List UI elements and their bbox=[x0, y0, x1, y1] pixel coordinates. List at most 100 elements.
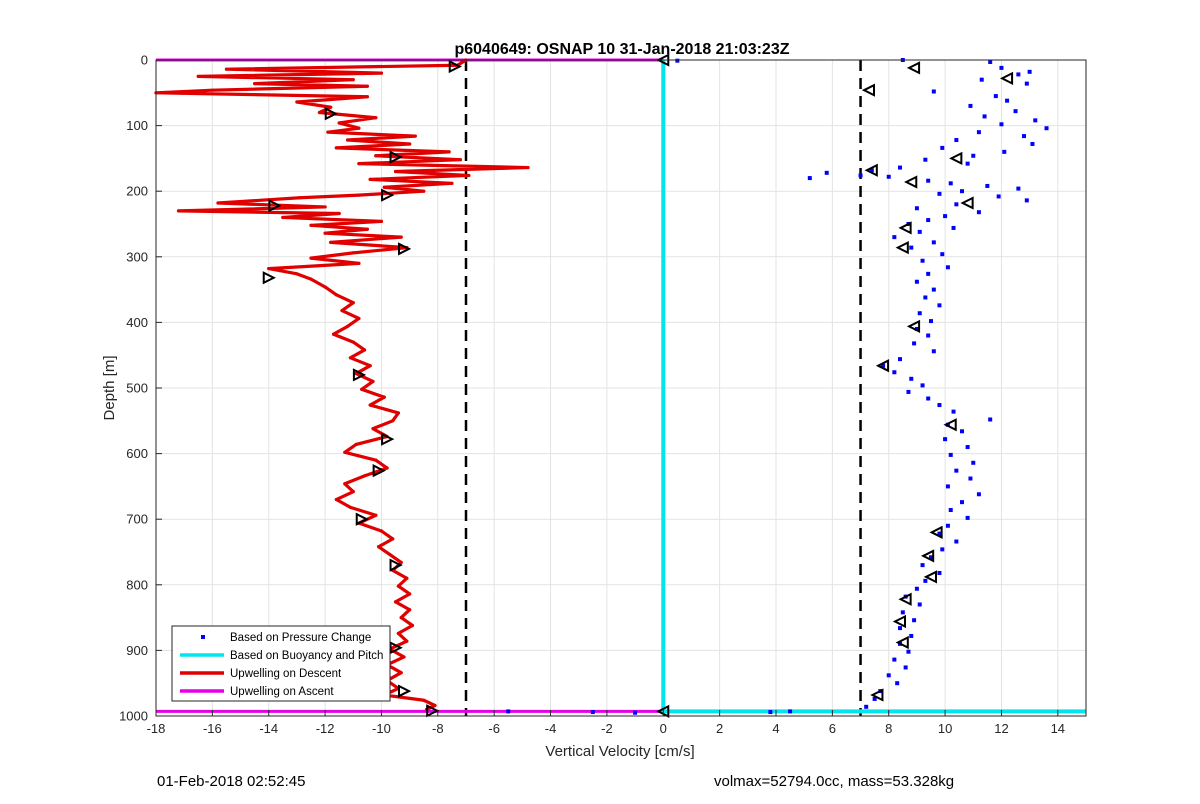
descent-point bbox=[253, 82, 257, 86]
pressure-point bbox=[903, 665, 908, 670]
descent-point bbox=[371, 379, 375, 384]
legend: Based on Pressure Change Based on Buoyanc… bbox=[171, 625, 391, 702]
chart-title: p6040649: OSNAP 10 31-Jan-2018 21:03:23Z bbox=[454, 41, 789, 58]
ascent-marker bbox=[892, 614, 906, 629]
descent-point bbox=[410, 623, 415, 628]
pressure-point bbox=[982, 114, 987, 119]
pressure-point bbox=[1033, 118, 1038, 123]
descent-point bbox=[405, 576, 409, 580]
pressure-point bbox=[976, 492, 981, 497]
x-tick-label: 10 bbox=[938, 721, 952, 736]
descent-point bbox=[334, 293, 338, 297]
pressure-point bbox=[1024, 198, 1029, 203]
pressure-point bbox=[960, 189, 964, 194]
pressure-point bbox=[633, 710, 638, 715]
pressure-point bbox=[948, 452, 953, 457]
descent-point bbox=[196, 74, 200, 78]
ascent-marker bbox=[898, 221, 912, 235]
pressure-point bbox=[920, 383, 925, 388]
descent-point bbox=[368, 403, 372, 407]
pressure-point bbox=[996, 194, 1001, 199]
pressure-point bbox=[937, 403, 942, 408]
descent-marker bbox=[381, 432, 395, 446]
descent-point bbox=[422, 189, 426, 193]
descent-marker bbox=[372, 464, 386, 478]
pressure-point bbox=[923, 157, 928, 162]
pressure-point bbox=[931, 287, 936, 292]
descent-point bbox=[396, 584, 400, 588]
descent-point bbox=[379, 71, 384, 75]
x-tick-label: -12 bbox=[316, 721, 335, 736]
pressure-point bbox=[965, 515, 970, 520]
descent-point bbox=[374, 154, 378, 158]
descent-point bbox=[357, 316, 361, 321]
x-tick-label: -8 bbox=[432, 721, 444, 736]
x-tick-label: -16 bbox=[203, 721, 222, 736]
ascent-marker bbox=[920, 549, 935, 563]
descent-point bbox=[526, 165, 530, 170]
descent-point bbox=[357, 193, 361, 197]
pressure-point bbox=[948, 181, 953, 186]
ascent-marker bbox=[960, 196, 974, 210]
descent-point bbox=[334, 146, 338, 150]
legend-label: Based on Buoyancy and Pitch bbox=[230, 650, 383, 662]
descent-point bbox=[346, 138, 350, 142]
descent-point bbox=[351, 251, 355, 255]
pressure-point bbox=[923, 578, 928, 583]
pressure-point bbox=[976, 210, 981, 215]
descent-point bbox=[348, 505, 353, 509]
descent-point bbox=[357, 162, 361, 166]
pressure-point bbox=[954, 138, 959, 143]
x-tick-label: -14 bbox=[259, 721, 278, 736]
descent-marker bbox=[398, 242, 412, 256]
pressure-point bbox=[999, 122, 1004, 127]
pressure-point bbox=[968, 103, 973, 108]
ascent-marker bbox=[875, 359, 890, 373]
y-tick-label: 300 bbox=[126, 249, 148, 264]
descent-point bbox=[402, 655, 406, 659]
pressure-point bbox=[858, 173, 863, 178]
ascent-marker bbox=[864, 163, 878, 177]
descent-point bbox=[385, 466, 389, 470]
pressure-point bbox=[1022, 134, 1026, 139]
pressure-point bbox=[864, 704, 869, 709]
footer-volmax-mass: volmax=52794.0cc, mass=53.328kg bbox=[714, 773, 955, 790]
descent-marker bbox=[398, 684, 412, 698]
descent-point bbox=[224, 67, 229, 71]
ascent-marker bbox=[906, 61, 921, 75]
pressure-point bbox=[937, 303, 942, 308]
descent-point bbox=[368, 364, 372, 368]
descent-point bbox=[362, 474, 367, 478]
pressure-point bbox=[912, 618, 917, 623]
pressure-point bbox=[988, 59, 993, 64]
descent-point bbox=[393, 600, 398, 604]
descent-point bbox=[176, 209, 181, 213]
pressure-point bbox=[909, 633, 914, 638]
descent-point bbox=[396, 411, 400, 415]
descent-marker bbox=[426, 704, 440, 718]
descent-point bbox=[405, 639, 409, 643]
descent-point bbox=[379, 219, 384, 223]
descent-point bbox=[467, 173, 471, 178]
descent-point bbox=[348, 356, 353, 360]
descent-point bbox=[458, 158, 462, 162]
pressure-point bbox=[881, 363, 886, 368]
descent-point bbox=[281, 215, 285, 220]
pressure-point bbox=[906, 649, 911, 654]
pressure-point bbox=[917, 602, 922, 607]
pressure-point bbox=[940, 547, 945, 552]
x-tick-label: 6 bbox=[829, 721, 836, 736]
pressure-point bbox=[506, 709, 511, 714]
pressure-point bbox=[917, 229, 922, 234]
descent-point bbox=[391, 419, 395, 423]
x-tick-label: -18 bbox=[147, 721, 166, 736]
descent-point bbox=[399, 616, 403, 620]
pressure-point bbox=[929, 319, 933, 324]
pressure-point bbox=[898, 357, 902, 362]
pressure-point bbox=[960, 500, 964, 505]
descent-point bbox=[377, 545, 381, 549]
ascent-marker bbox=[949, 151, 963, 166]
descent-point bbox=[337, 121, 341, 125]
pressure-point bbox=[937, 531, 942, 536]
